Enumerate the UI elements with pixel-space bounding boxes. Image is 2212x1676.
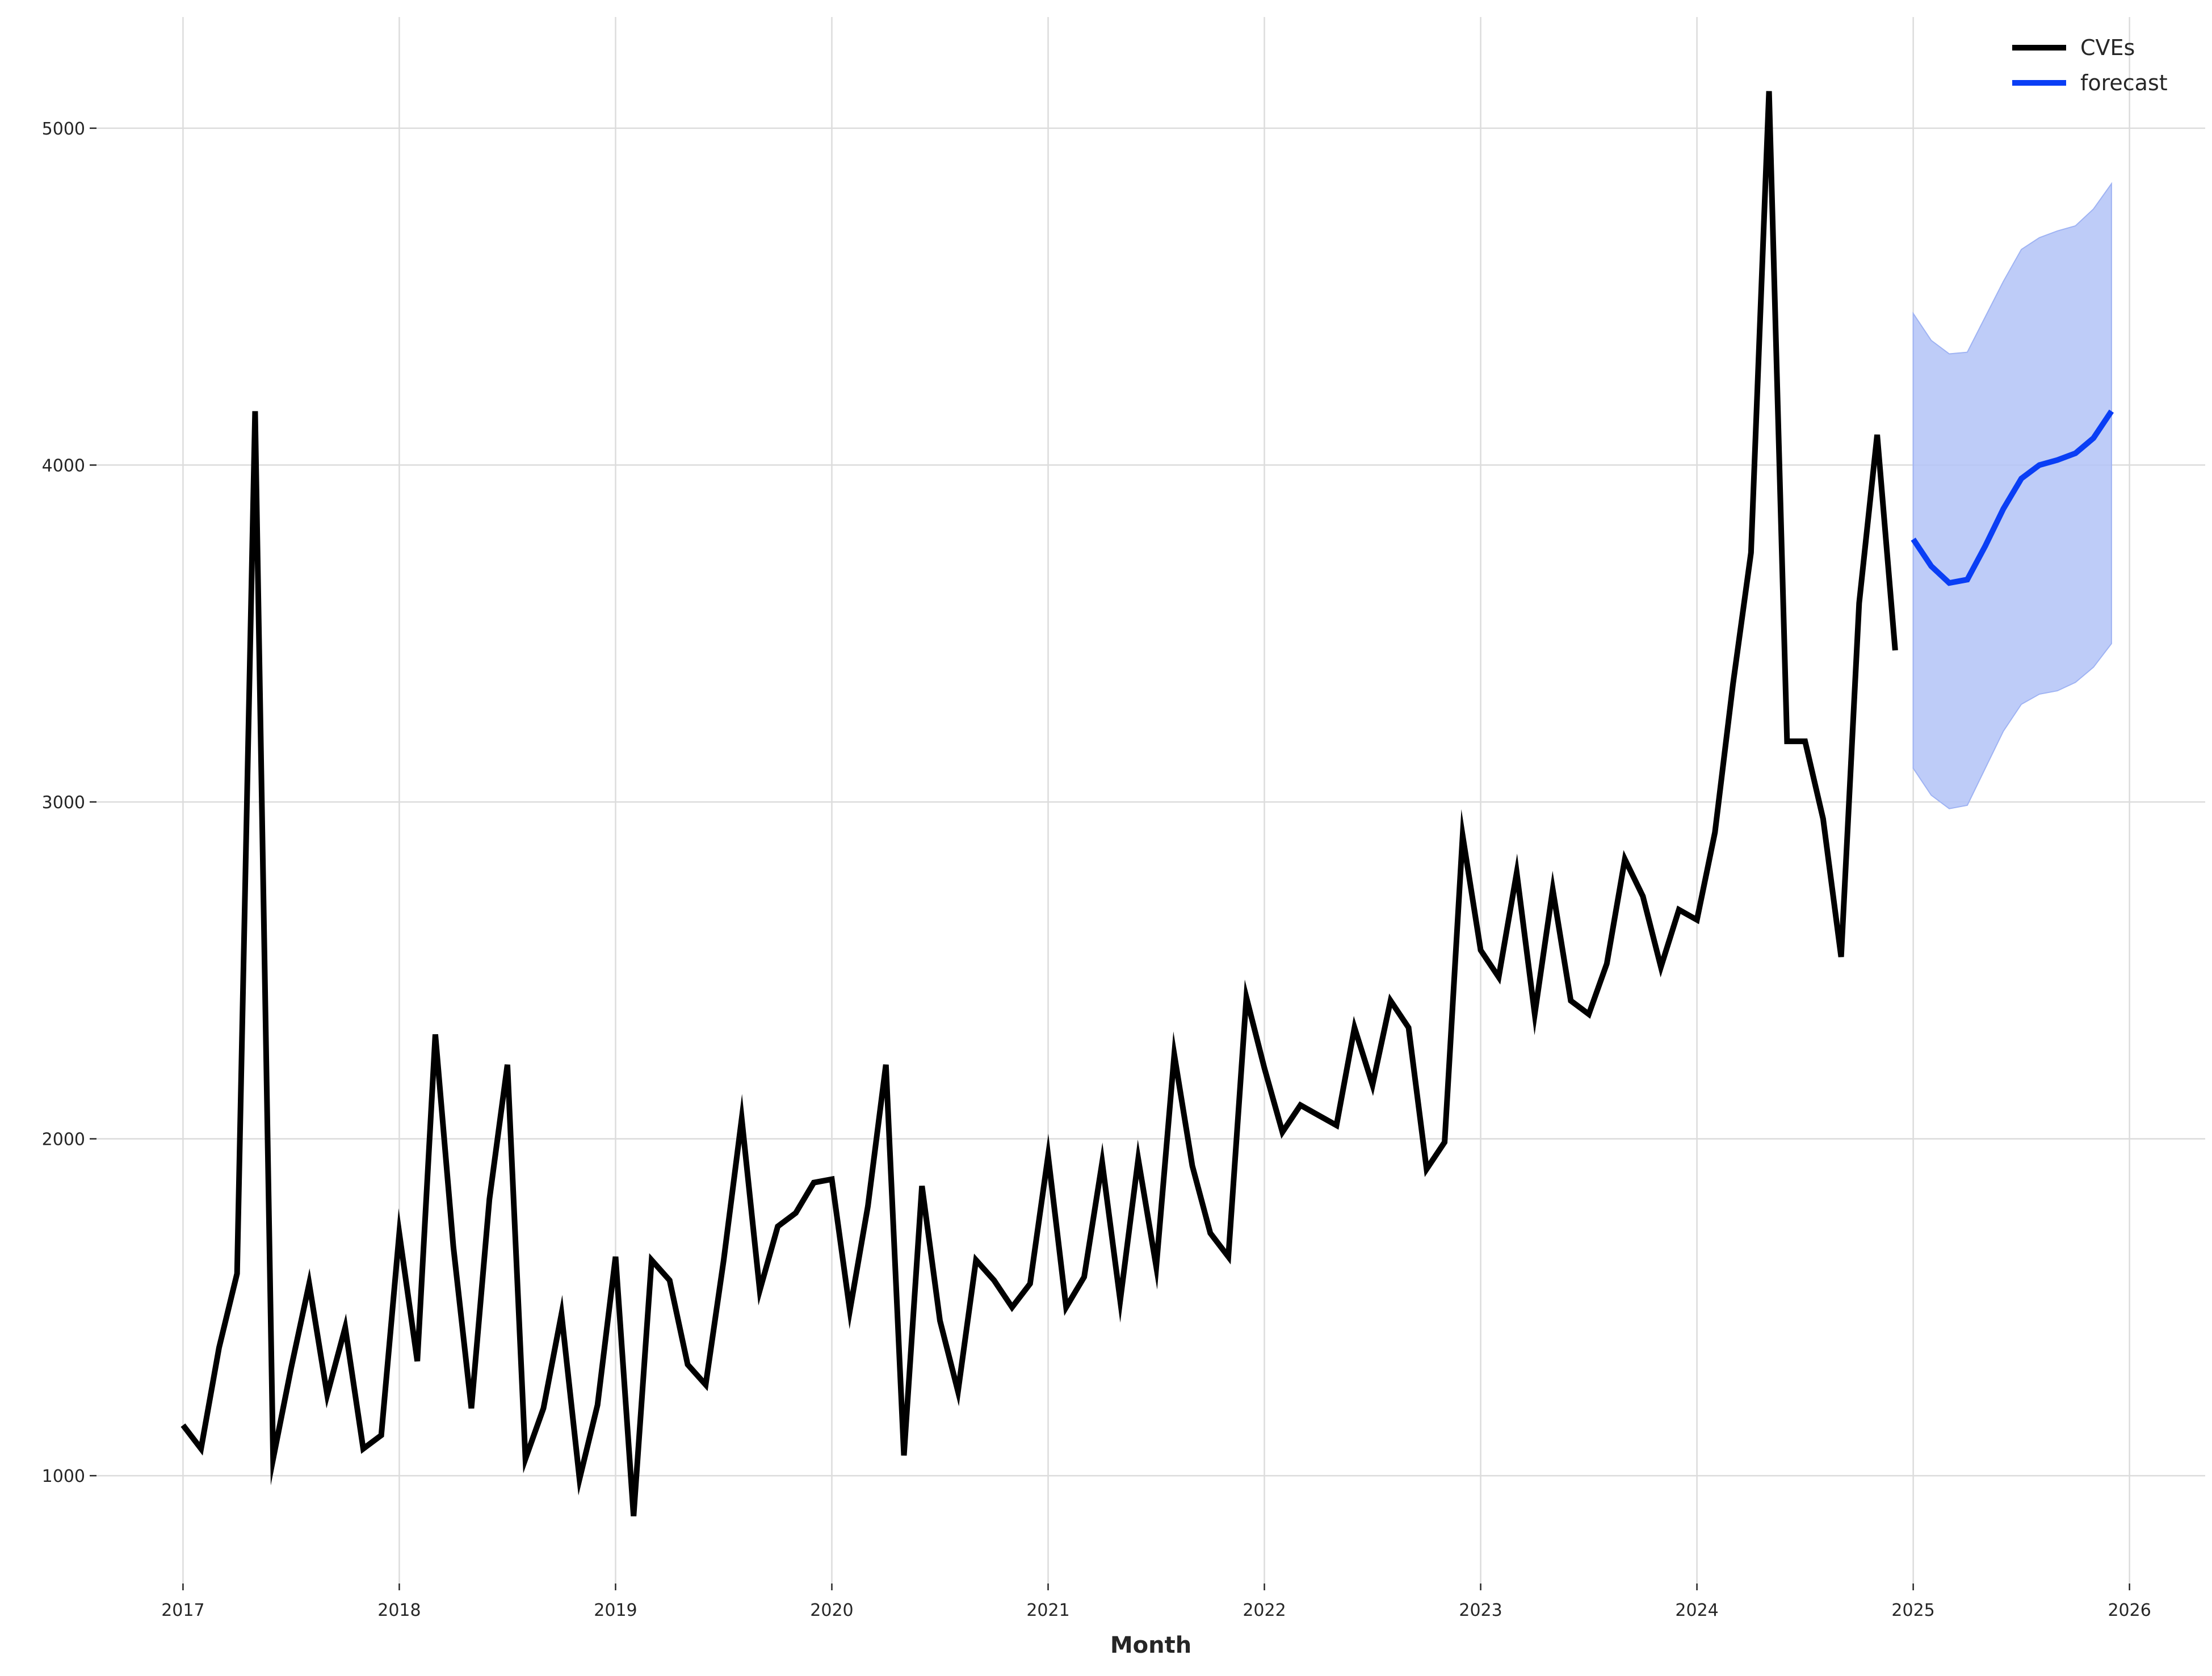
- x-tick-label: 2026: [2108, 1601, 2151, 1620]
- legend: CVEs forecast: [2012, 35, 2168, 95]
- y-tick-label: 1000: [42, 1467, 85, 1486]
- x-axis-label: Month: [1110, 1632, 1191, 1658]
- x-tick-label: 2025: [1891, 1601, 1934, 1620]
- x-tick-label: 2023: [1459, 1601, 1502, 1620]
- x-tick-label: 2024: [1675, 1601, 1718, 1620]
- series-line-CVEs: [181, 91, 1898, 1517]
- x-tick-label: 2018: [377, 1601, 421, 1620]
- series-lines: [181, 91, 2114, 1517]
- y-tick-label: 2000: [42, 1130, 85, 1150]
- y-tick-label: 5000: [42, 119, 85, 139]
- y-tick-label: 3000: [42, 793, 85, 813]
- tick-labels: 2017 2018 2019 2020 2021 2022 2023 2024 2025 2026…: [42, 119, 2151, 1620]
- x-tick-label: 2020: [810, 1601, 853, 1620]
- legend-label-forecast: forecast: [2080, 70, 2168, 95]
- x-tick-label: 2022: [1243, 1601, 1286, 1620]
- grid-lines: [96, 17, 2205, 1583]
- y-tick-label: 4000: [42, 456, 85, 476]
- x-tick-label: 2019: [594, 1601, 637, 1620]
- legend-label-CVEs: CVEs: [2080, 35, 2135, 60]
- x-tick-label: 2017: [161, 1601, 204, 1620]
- x-tick-label: 2021: [1026, 1601, 1069, 1620]
- series-line-forecast: [1911, 409, 2114, 586]
